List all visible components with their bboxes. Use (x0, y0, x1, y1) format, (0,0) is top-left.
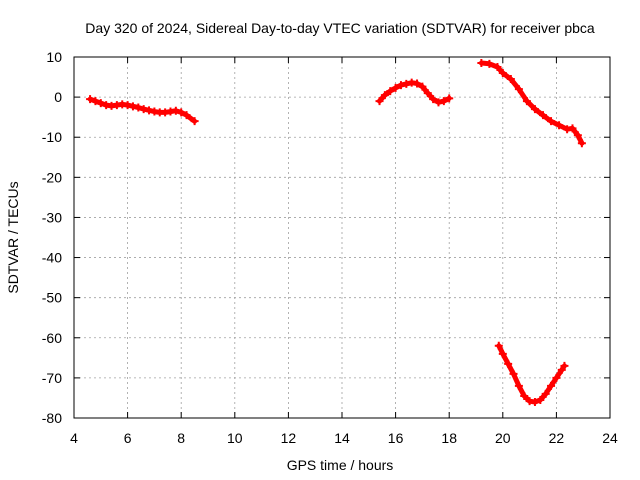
x-tick-label: 20 (495, 430, 511, 446)
data-point (91, 97, 100, 106)
chart-title: Day 320 of 2024, Sidereal Day-to-day VTE… (85, 20, 595, 36)
y-tick-label: 0 (54, 89, 62, 105)
data-point (128, 102, 137, 111)
data-point (134, 103, 143, 112)
data-point (423, 89, 432, 98)
plot-frame (73, 56, 611, 419)
y-tick-label: -60 (42, 330, 62, 346)
data-point (530, 397, 539, 406)
data-point (145, 106, 154, 115)
data-point (429, 95, 438, 104)
data-point (514, 381, 523, 390)
data-point (539, 111, 547, 120)
data-point (123, 101, 132, 110)
data-point (177, 108, 186, 117)
y-tick-label: -80 (42, 410, 62, 426)
y-tick-label: 10 (46, 49, 62, 65)
data-point (514, 85, 523, 94)
y-tick-label: -40 (42, 250, 62, 266)
y-tick-label: -70 (42, 370, 62, 386)
data-point (477, 59, 486, 68)
data-series (86, 59, 586, 406)
x-tick-label: 24 (602, 430, 618, 446)
y-tick-label: -20 (42, 169, 62, 185)
data-point (386, 87, 395, 96)
data-point (434, 98, 443, 107)
data-point (560, 361, 569, 370)
y-tick-label: -30 (42, 209, 62, 225)
data-point (498, 69, 507, 78)
data-point (557, 365, 566, 374)
x-tick-label: 14 (334, 430, 350, 446)
y-tick-label: -50 (42, 290, 62, 306)
data-point (541, 389, 550, 398)
data-point (568, 124, 577, 133)
segment-3-points (477, 59, 586, 148)
data-point (413, 79, 422, 88)
data-point (504, 359, 513, 368)
data-point (522, 97, 531, 106)
segment-2-points (375, 78, 454, 107)
x-axis-label: GPS time / hours (287, 457, 394, 473)
data-point (520, 391, 529, 400)
x-tick-label: 8 (177, 430, 185, 446)
data-point (536, 395, 545, 404)
data-point (555, 121, 564, 130)
data-point (493, 63, 502, 72)
data-point (418, 82, 427, 91)
data-point (391, 83, 400, 92)
data-point (509, 369, 518, 378)
y-axis-label: SDTVAR / TECUs (5, 181, 21, 293)
data-point (498, 349, 507, 358)
data-point (445, 94, 454, 103)
data-point (171, 106, 180, 115)
data-point (182, 111, 191, 120)
x-tick-label: 6 (124, 430, 132, 446)
data-point (139, 105, 148, 114)
data-point (396, 81, 405, 90)
data-point (577, 139, 586, 148)
grid-lines (74, 57, 610, 418)
x-tick-label: 12 (281, 430, 297, 446)
segment-1-points (86, 95, 199, 126)
data-point (552, 373, 561, 382)
x-tick-label: 10 (227, 430, 243, 446)
data-point (86, 95, 95, 104)
data-point (402, 79, 411, 88)
segment-4-line (496, 343, 567, 405)
x-tick-label: 22 (549, 430, 565, 446)
segment-4-points (494, 341, 569, 406)
x-tick-label: 4 (70, 430, 78, 446)
data-point (439, 97, 448, 106)
data-point (573, 131, 582, 140)
data-point (530, 105, 539, 114)
y-tick-label: -10 (42, 129, 62, 145)
data-point (96, 99, 105, 108)
data-point (375, 97, 384, 106)
data-point (190, 117, 199, 126)
data-point (547, 381, 556, 390)
x-tick-label: 18 (441, 430, 457, 446)
data-point (506, 75, 515, 84)
data-point (485, 59, 494, 68)
x-tick-label: 16 (388, 430, 404, 446)
tick-labels: 4 6 8 10 12 14 16 18 20 22 24 10 0 -10 -20 -30 -40 -50 -60… (42, 49, 618, 446)
data-point (494, 341, 503, 350)
data-point (380, 91, 389, 100)
data-point (547, 117, 556, 126)
